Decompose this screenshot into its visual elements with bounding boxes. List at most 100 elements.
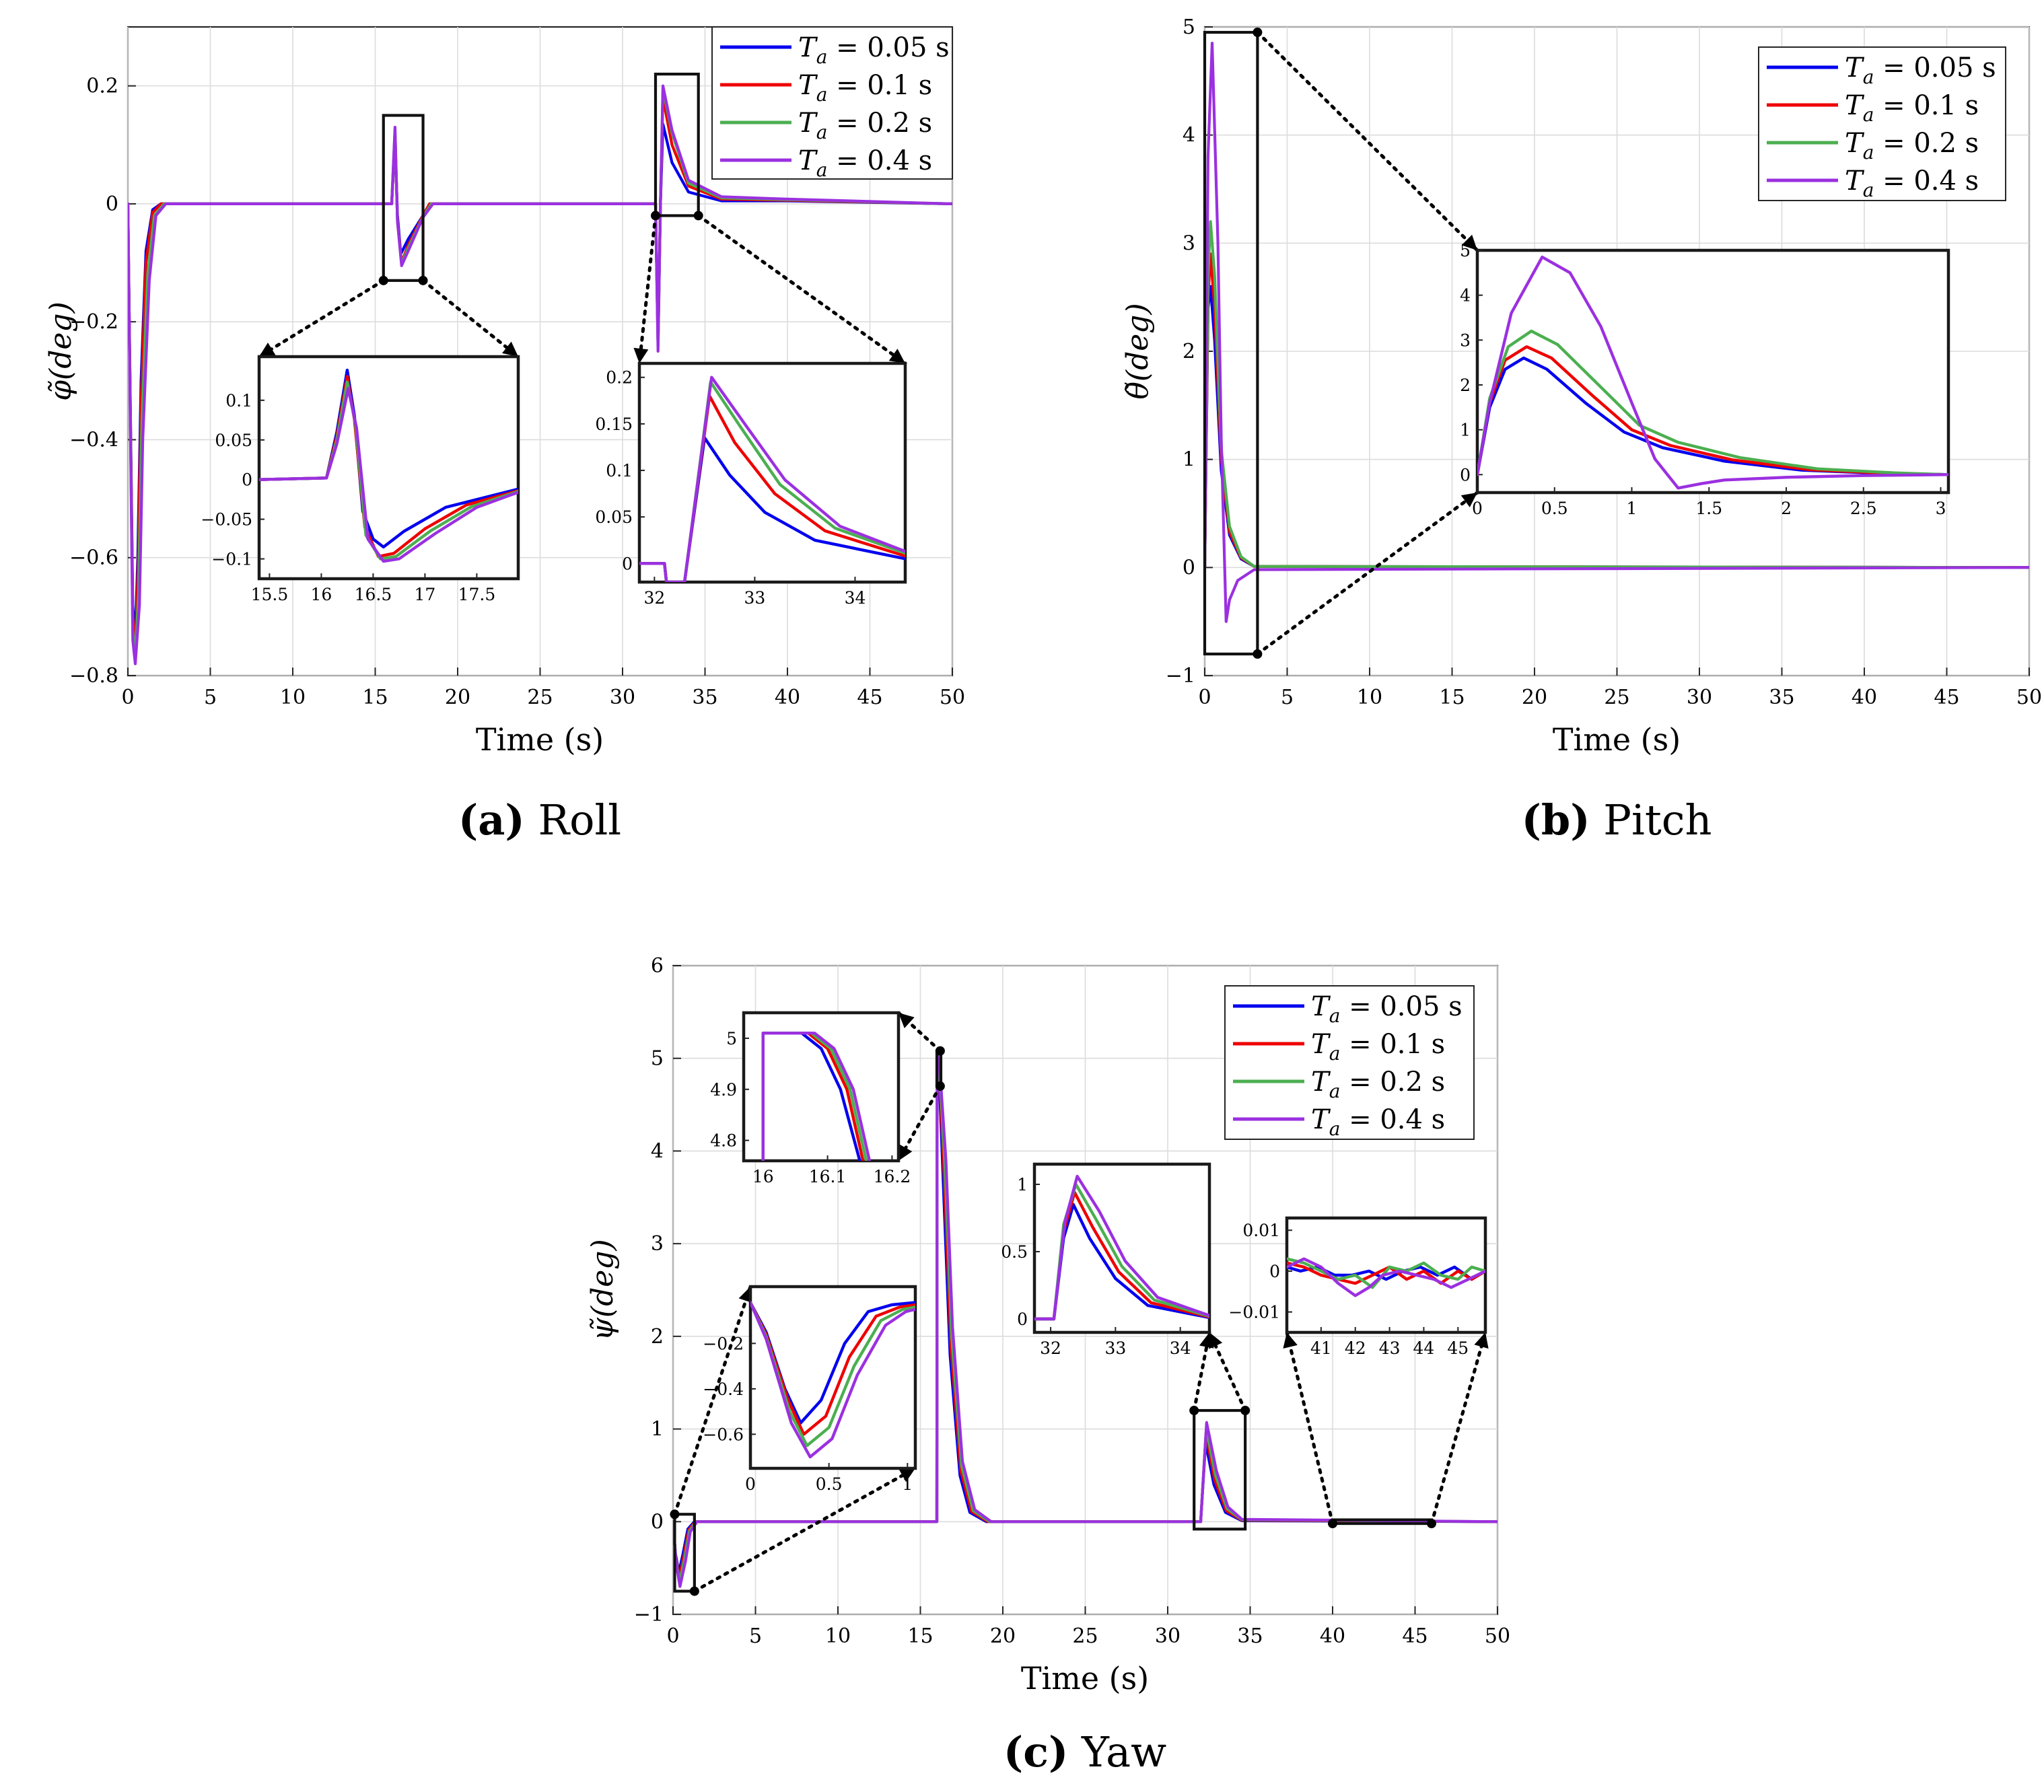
pitch-caption-letter: (b) [1522, 795, 1590, 845]
pitch-caption: (b) Pitch [1522, 795, 1712, 845]
roll-inset-1-connector-0 [257, 279, 386, 359]
pitch-inset-1-xtick-label-2: 1 [1627, 499, 1637, 518]
roll-ylabel-unit: (deg) [44, 301, 78, 380]
roll-inset-1-connector-dot-1 [418, 275, 428, 285]
yaw-legend-label-s02: Ta = 0.2 s [1311, 1067, 1445, 1102]
yaw-inset-4-ytick-label-2: −0.01 [1228, 1303, 1280, 1322]
roll-legend-label-sub-s02: a [816, 121, 828, 143]
yaw-legend-box [1224, 985, 1475, 1140]
yaw-inset-4-connector-dot-1 [1427, 1519, 1436, 1529]
roll-caption: (a) Roll [458, 795, 621, 845]
yaw-xtick-label-9: 45 [1402, 1624, 1428, 1648]
yaw-inset-4: 41 42 43 44 45 0.01 0 −0.01 [1228, 1216, 1487, 1358]
roll-ticks: 0 5 10 15 20 25 30 35 40 45 50 −0.8 −0.6 −0.4 −0.2 0 0.2 [69, 75, 965, 709]
yaw-xtick-label-2: 10 [825, 1624, 851, 1648]
roll-inset-1-ytick-label-2: 0 [242, 470, 252, 490]
yaw-legend-label-value-s02: = 0.2 s [1340, 1067, 1445, 1098]
roll-inset-2-connector-1 [697, 213, 907, 365]
pitch-ytick-label-2: 1 [1183, 448, 1195, 472]
yaw-inset-4-xtick-label-2: 43 [1379, 1338, 1401, 1358]
yaw-inset-3-ytick-label-1: 0.5 [1001, 1242, 1028, 1262]
yaw-inset-4-connector-arrow-0 [1283, 1332, 1298, 1349]
yaw-inset-4-connector-0 [1285, 1330, 1335, 1526]
pitch-legend-label-s04: Ta = 0.4 s [1845, 166, 1979, 201]
roll-inset-1-ytick-label-4: 0.1 [225, 391, 252, 410]
pitch-legend: Ta = 0.05 sTa = 0.1 sTa = 0.2 sTa = 0.4 … [1758, 46, 2006, 201]
roll-inset-2-connector-0 [637, 213, 658, 365]
pitch-inset-1-connector-0 [1255, 30, 1479, 252]
roll-legend-label-symbol-s04: T [798, 145, 818, 176]
yaw-ytick-label-1: 0 [651, 1510, 664, 1534]
pitch-inset-group: 0 0.5 1 1.5 2 2.5 3 0 1 2 3 4 5 [1460, 241, 1950, 518]
yaw-inset-2-series-s04 [761, 1032, 872, 1161]
yaw-inset-4-connector-arrow-1 [1474, 1332, 1489, 1349]
yaw-xtick-label-1: 5 [749, 1624, 762, 1648]
roll-inset-2-ytick-label-0: 0 [622, 554, 633, 573]
roll-ytick-label-4: 0 [106, 192, 118, 216]
roll-zoom-box-1 [382, 114, 425, 282]
yaw-inset-3-ytick-label-2: 1 [1017, 1175, 1028, 1194]
roll-inset-1-connector-arrow-1 [501, 341, 518, 357]
pitch-inset-1-connector-arrow-1 [1460, 493, 1477, 507]
roll-ytick-label-5: 0.2 [86, 75, 118, 98]
roll-inset-2-connector-arrow-1 [888, 349, 905, 363]
pitch-legend-label-symbol-s04: T [1845, 166, 1865, 196]
pitch-xtick-label-3: 15 [1439, 686, 1465, 709]
yaw-xtick-label-4: 20 [990, 1624, 1016, 1648]
roll-legend-label-s04: Ta = 0.4 s [798, 145, 932, 181]
roll-inset-1-xtick-label-0: 15.5 [251, 585, 289, 604]
pitch-xtick-label-8: 40 [1852, 686, 1877, 709]
pitch-caption-text: Pitch [1590, 795, 1712, 845]
roll-xtick-label-0: 0 [121, 686, 134, 709]
yaw-inset-1-ytick-label-1: −0.4 [703, 1379, 744, 1399]
pitch-zoom-box-1 [1203, 30, 1259, 655]
yaw-inset-4-series-s02 [1287, 1257, 1485, 1289]
roll-xlabel: Time (s) [476, 721, 604, 758]
pitch-inset-1-xtick-label-0: 0 [1472, 499, 1483, 518]
yaw-inset-1-connector-dot-0 [670, 1509, 680, 1519]
roll-inset-2-connector-arrow-0 [633, 347, 649, 363]
yaw-inset-2-connector-dot-1 [935, 1081, 945, 1091]
yaw-inset-2-ytick-label-1: 4.9 [710, 1080, 737, 1100]
yaw-inset-1-xtick-label-1: 0.5 [816, 1474, 843, 1494]
yaw-inset-2-xtick-label-1: 16.1 [809, 1167, 847, 1186]
roll-legend-label-s02: Ta = 0.2 s [798, 108, 932, 143]
yaw-inset-4-series-s005 [1287, 1265, 1485, 1281]
roll-xtick-label-8: 40 [775, 686, 800, 709]
roll-inset-group: 15.5 16 16.5 17 17.5 −0.1 −0.05 0 0.05 0.1 32 33 34 0… [201, 355, 907, 608]
roll-inset-2-ytick-label-1: 0.05 [595, 507, 633, 527]
pitch-inset-1-connector-dot-1 [1253, 649, 1263, 659]
roll-legend-label-symbol-s02: T [798, 108, 818, 139]
yaw-inset-1-xtick-label-2: 1 [902, 1474, 913, 1494]
pitch-xtick-label-2: 10 [1357, 686, 1382, 709]
yaw-zoom-group [670, 1011, 1489, 1596]
yaw-inset-4-series-s04 [1287, 1257, 1485, 1297]
yaw-ytick-label-6: 5 [651, 1047, 664, 1071]
roll-caption-text: Roll [525, 795, 621, 845]
roll-legend-label-symbol-s01: T [798, 70, 818, 101]
pitch-legend-label-value-s02: = 0.2 s [1874, 128, 1979, 159]
pitch-legend-label-sub-s04: a [1863, 179, 1874, 201]
yaw-inset-2-ytick-label-0: 4.8 [710, 1131, 737, 1151]
yaw-inset-3-connector-dot-1 [1240, 1406, 1250, 1416]
pitch-legend-label-symbol-s02: T [1845, 128, 1865, 159]
yaw-inset-group: 0 0.5 1 −0.2 −0.4 −0.6 16 16.1 16.2 4.8 4.9 5 32 33 34… [703, 1011, 1487, 1494]
yaw-legend-label-s04: Ta = 0.4 s [1311, 1104, 1445, 1140]
roll-legend-label-value-s04: = 0.4 s [827, 145, 932, 176]
pitch-xtick-label-10: 50 [2016, 686, 2042, 709]
roll-inset-1-xtick-label-1: 16 [310, 585, 332, 604]
roll-legend-label-s01: Ta = 0.1 s [798, 70, 932, 106]
roll-ylabel-symbol: φ̃ [44, 380, 78, 401]
yaw-ytick-label-0: −1 [634, 1603, 664, 1626]
yaw-legend-label-value-s04: = 0.4 s [1340, 1104, 1445, 1135]
yaw-xtick-label-6: 30 [1155, 1624, 1180, 1648]
roll-inset-2-ytick-label-2: 0.1 [606, 461, 633, 480]
pitch-legend-box [1758, 46, 2006, 201]
yaw-ytick-label-5: 4 [651, 1139, 664, 1163]
yaw-legend-label-symbol-s005: T [1311, 991, 1331, 1022]
